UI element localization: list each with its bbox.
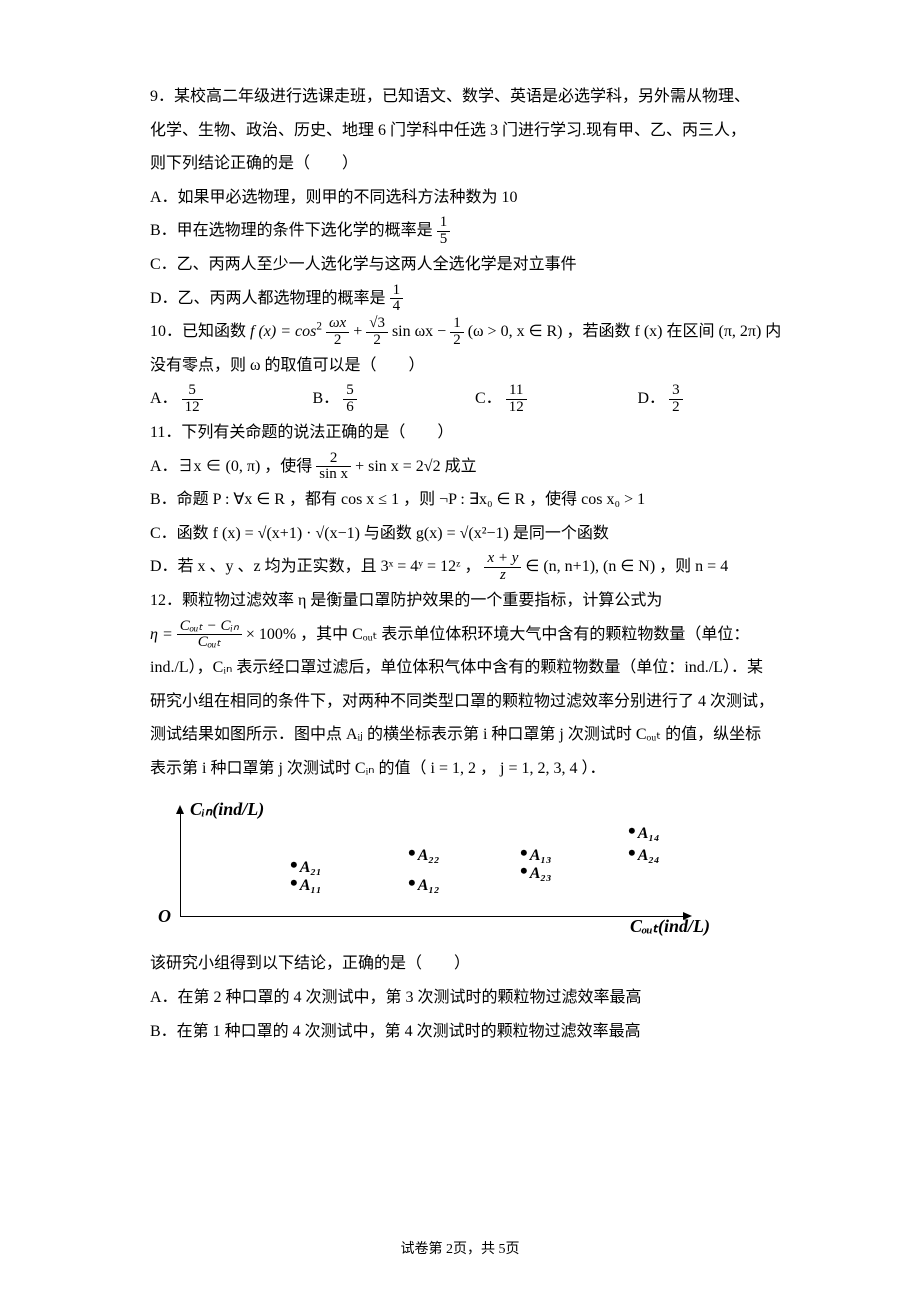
q10-options: A． 5 12 B． 5 6 C． 11 12 D． 3 2 [150,382,790,416]
x-axis [180,916,690,917]
q10-frac3: 1 2 [450,316,464,349]
q12-stem-line1: 12．颗粒物过滤效率 η 是衡量口罩防护效果的一个重要指标，计算公式为 [150,584,790,618]
q12-formula-line: η = Cₒᵤₜ − Cᵢₙ Cₒᵤₜ × 100% ，其中 Cₒᵤₜ 表示单位… [150,618,790,652]
q9-d-text: D．乙、丙两人都选物理的概率是 [150,290,386,307]
q10-c-frac: 11 12 [506,383,527,416]
q11-option-d: D．若 x 、y 、z 均为正实数，且 3ˣ = 4ʸ = 12ᶻ ， x + … [150,550,790,584]
q10-d-num: 3 [669,383,683,400]
q12-scatter-chart: O Cᵢₙ(ind/L) Cₒᵤₜ(ind/L) A₂₁A₁₁A₂₂A₁₂A₁₃… [150,791,710,941]
q10-c-den: 12 [506,400,527,416]
q10-option-c: C． 11 12 [475,382,628,416]
q12-eta-den: Cₒᵤₜ [177,635,242,651]
q10-d-frac: 3 2 [669,383,683,416]
q12-eta-num: Cₒᵤₜ − Cᵢₙ [177,619,242,636]
q10-sin: sin ωx − [392,323,450,340]
page-footer: 试卷第 2页，共 5页 [0,1235,920,1264]
q10-frac1: ωx 2 [326,316,349,349]
q10-pre: 10．已知函数 [150,323,250,340]
q12-stem-line3: 研究小组在相同的条件下，对两种不同类型口罩的颗粒物过滤效率分别进行了 4 次测试… [150,685,790,719]
chart-point: A₁₁ [290,869,322,903]
q11-a-num: 2 [316,451,351,468]
q10-d-pre: D． [638,390,666,407]
q9-b-den: 5 [437,232,451,248]
q11-option-c: C．函数 f (x) = √(x+1) · √(x−1) 与函数 g(x) = … [150,517,790,551]
chart-point: A₂₂ [408,839,440,873]
q9-stem-line1: 9．某校高二年级进行选课走班，已知语文、数学、英语是必选学科，另外需从物理、 [150,80,790,114]
q10-f2-num: √3 [366,316,388,333]
q10-c-num: 11 [506,383,527,400]
q10-stem-line1: 10．已知函数 f (x) = cos2 ωx 2 + √3 2 sin ωx … [150,315,790,349]
q10-f3-den: 2 [450,333,464,349]
q12-stem-line2: ind./L），Cᵢₙ 表示经口罩过滤后，单位体积气体中含有的颗粒物数量（单位：… [150,651,790,685]
q10-frac2: √3 2 [366,316,388,349]
q9-stem-line2: 化学、生物、政治、历史、地理 6 门学科中任选 3 门进行学习.现有甲、乙、丙三… [150,114,790,148]
q10-a-pre: A． [150,390,178,407]
chart-point: A₂₃ [520,857,552,891]
q10-f: f (x) = cos [250,323,316,340]
q9-d-den: 4 [390,299,404,315]
y-axis [180,807,181,917]
q11-d-post: ∈ (n, n+1), (n ∈ N) ，则 n = 4 [525,558,728,575]
q12-eta-post: × 100% ，其中 Cₒᵤₜ 表示单位体积环境大气中含有的颗粒物数量（单位： [246,626,750,643]
q10-a-num: 5 [182,383,203,400]
q11-d-den: z [484,568,521,584]
q10-f1-num: ωx [326,316,349,333]
x-axis-label: Cₒᵤₜ(ind/L) [630,908,710,946]
q11-a-pre: A．∃x ∈ (0, π) ，使得 [150,458,316,475]
q11-stem: 11．下列有关命题的说法正确的是（ ） [150,416,790,450]
q10-b-den: 6 [343,400,357,416]
origin-label: O [158,898,171,936]
q9-option-c: C．乙、丙两人至少一人选化学与这两人全选化学是对立事件 [150,248,790,282]
q12-eta-lhs: η = [150,626,177,643]
q10-d-den: 2 [669,400,683,416]
q11-a-frac: 2 sin x [316,451,351,484]
q12-option-b: B．在第 1 种口罩的 4 次测试中，第 4 次测试时的颗粒物过滤效率最高 [150,1015,790,1049]
q11-a-den: sin x [316,467,351,483]
q11-d-frac: x + y z [484,551,521,584]
q10-c-pre: C． [475,390,502,407]
q12-after-chart: 该研究小组得到以下结论，正确的是（ ） [150,947,790,981]
q9-b-text: B．甲在选物理的条件下选化学的概率是 [150,222,433,239]
q10-f1-den: 2 [326,333,349,349]
q9-stem-line3: 则下列结论正确的是（ ） [150,147,790,181]
page: 9．某校高二年级进行选课走班，已知语文、数学、英语是必选学科，另外需从物理、 化… [0,0,920,1302]
q9-option-b: B．甲在选物理的条件下选化学的概率是 1 5 [150,214,790,248]
q10-option-d: D． 3 2 [638,382,791,416]
q11-d-num: x + y [484,551,521,568]
q9-b-fraction: 1 5 [437,215,451,248]
chart-point: A₂₄ [628,839,660,873]
q12-option-a: A．在第 2 种口罩的 4 次测试中，第 3 次测试时的颗粒物过滤效率最高 [150,981,790,1015]
q10-a-den: 12 [182,400,203,416]
q11-a-post: + sin x = 2√2 成立 [355,458,477,475]
q9-d-num: 1 [390,283,404,300]
q10-b-frac: 5 6 [343,383,357,416]
q12-stem-line5: 表示第 i 种口罩第 j 次测试时 Cᵢₙ 的值（ i = 1, 2 ， j =… [150,752,790,786]
q9-option-a: A．如果甲必选物理，则甲的不同选科方法种数为 10 [150,181,790,215]
q10-plus: + [353,323,366,340]
q10-f3-num: 1 [450,316,464,333]
q10-b-num: 5 [343,383,357,400]
q10-option-b: B． 5 6 [313,382,466,416]
q12-stem-line4: 测试结果如图所示．图中点 Aᵢⱼ 的横坐标表示第 i 种口罩第 j 次测试时 C… [150,718,790,752]
q12-eta-frac: Cₒᵤₜ − Cᵢₙ Cₒᵤₜ [177,619,242,652]
q9-option-d: D．乙、丙两人都选物理的概率是 1 4 [150,282,790,316]
q9-b-num: 1 [437,215,451,232]
q10-b-pre: B． [313,390,340,407]
q11-option-a: A．∃x ∈ (0, π) ，使得 2 sin x + sin x = 2√2 … [150,450,790,484]
q11-option-b: B．命题 P : ∀x ∈ R ，都有 cos x ≤ 1 ，则 ¬P : ∃x… [150,483,790,517]
q10-option-a: A． 5 12 [150,382,303,416]
y-axis-label: Cᵢₙ(ind/L) [190,791,264,829]
q10-stem-line2: 没有零点，则 ω 的取值可以是（ ） [150,349,790,383]
q11-d-pre: D．若 x 、y 、z 均为正实数，且 3ˣ = 4ʸ = 12ᶻ ， [150,558,480,575]
q9-d-fraction: 1 4 [390,283,404,316]
q10-sq: 2 [316,321,322,333]
q10-f2-den: 2 [366,333,388,349]
q10-a-frac: 5 12 [182,383,203,416]
q10-cond: (ω > 0, x ∈ R) ，若函数 f (x) 在区间 (π, 2π) 内 [468,323,782,340]
chart-point: A₁₂ [408,869,440,903]
